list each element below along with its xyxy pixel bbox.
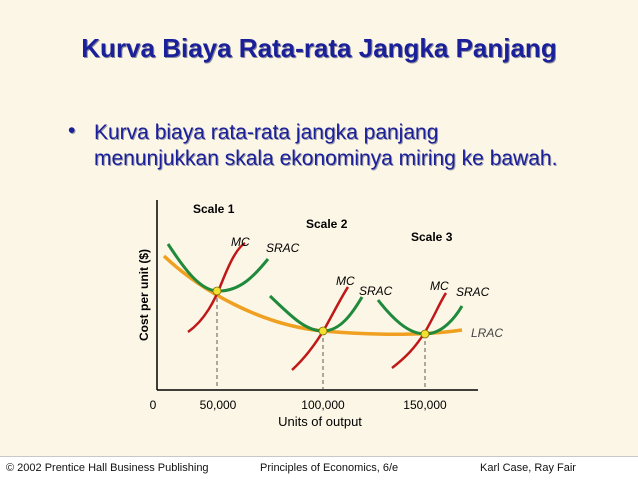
srac-curve-scale-2 <box>268 294 364 333</box>
mc-curve-scale-1 <box>187 241 246 334</box>
mc-label-scale-2: MC <box>336 274 355 288</box>
min-point-scale-1 <box>212 286 222 296</box>
scale-2-label: Scale 2 <box>306 217 348 231</box>
x-tick-0: 0 <box>150 398 157 412</box>
bullet-text: Kurva biaya rata-rata jangka panjang men… <box>94 121 558 170</box>
footer-book-title: Principles of Economics, 6/e <box>260 462 399 474</box>
scale-1-label: Scale 1 <box>193 202 235 216</box>
srac-curve-scale-1 <box>166 243 270 293</box>
x-axis-title: Units of output <box>278 414 362 429</box>
srac-curve-scale-3 <box>376 299 464 336</box>
bullet-dot-icon: • <box>68 119 76 142</box>
mc-label-scale-1: MC <box>231 235 250 249</box>
x-tick-150000: 150,000 <box>403 398 447 412</box>
footer: © 2002 Prentice Hall Business Publishing… <box>0 456 638 480</box>
srac-label-scale-1: SRAC <box>266 241 300 255</box>
bullet-point: • Kurva biaya rata-rata jangka panjang m… <box>68 119 568 172</box>
x-tick-100000: 100,000 <box>301 398 345 412</box>
lrac-curve <box>162 254 463 336</box>
footer-copyright: © 2002 Prentice Hall Business Publishing <box>6 462 209 474</box>
srac-label-scale-3: SRAC <box>456 285 490 299</box>
slide-title: Kurva Biaya Rata-rata Jangka Panjang <box>81 33 557 63</box>
min-point-scale-3 <box>420 329 430 339</box>
cost-curve-diagram: Scale 1 Scale 2 Scale 3 MC SRAC MC SRAC … <box>137 200 503 429</box>
footer-authors: Karl Case, Ray Fair <box>480 462 576 474</box>
mc-label-scale-3: MC <box>430 279 449 293</box>
y-axis-title: Cost per unit ($) <box>137 249 151 341</box>
srac-label-scale-2: SRAC <box>359 284 393 298</box>
x-tick-50000: 50,000 <box>200 398 237 412</box>
lrac-label: LRAC <box>471 326 503 340</box>
scale-3-label: Scale 3 <box>411 230 453 244</box>
min-point-scale-2 <box>318 326 328 336</box>
